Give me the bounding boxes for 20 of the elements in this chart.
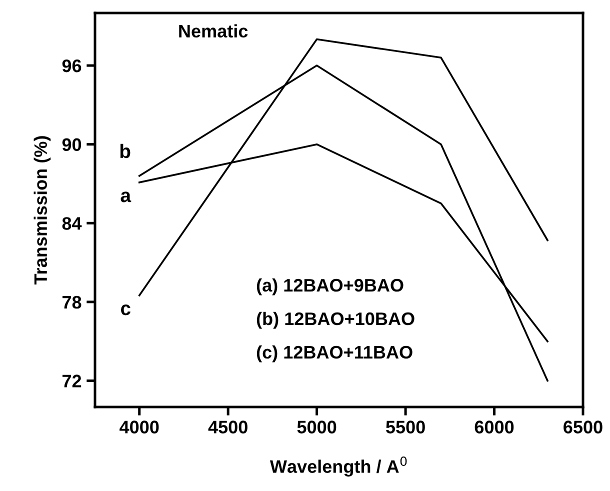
x-tick-label: 4000 <box>120 420 159 434</box>
annotation: (a) 12BAO+9BAO <box>256 278 404 296</box>
y-tick-label: 84 <box>62 217 82 230</box>
y-tick-label: 90 <box>62 138 82 152</box>
x-tick-label: 6000 <box>474 420 514 434</box>
annotation: Nematic <box>179 24 248 38</box>
annotation: (b) 12BAO+10BAO <box>256 312 414 329</box>
x-tick-label: 5500 <box>386 420 425 434</box>
y-axis-title: Transmission (%) <box>34 136 51 285</box>
x-tick-label: 6500 <box>564 420 602 434</box>
y-tick-label: 78 <box>62 296 82 309</box>
y-tick-label: 96 <box>62 59 82 72</box>
x-tick-label: 5000 <box>297 420 336 434</box>
series-label: a <box>120 192 132 202</box>
x-tick-label: 4500 <box>208 420 248 434</box>
series-label: b <box>120 144 130 158</box>
x-axis-title: Wavelength / A$^{0}$ <box>270 456 407 477</box>
annotation: (c) 12BAO+11BAO <box>256 345 412 362</box>
y-tick-label: 72 <box>62 374 82 388</box>
series-label: c <box>120 304 130 316</box>
